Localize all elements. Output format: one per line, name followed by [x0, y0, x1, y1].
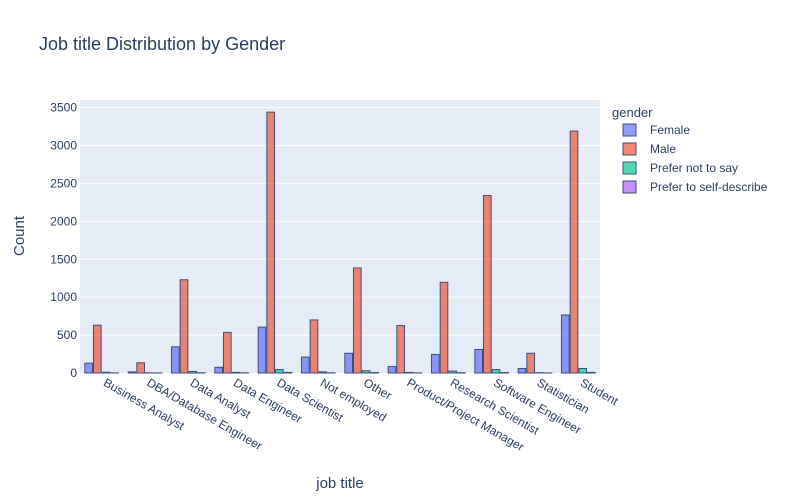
y-tick-label: 2500 [50, 176, 77, 190]
legend-entry-prefer-to-self-describe: Prefer to self-describe [650, 180, 768, 194]
bar-female-data-scientist [257, 326, 267, 374]
bar-female-data-engineer [214, 366, 223, 374]
bar-female-dba-database-engineer [127, 371, 137, 374]
bar-male-software-engineer [483, 195, 492, 374]
bar-female-research-scientist [431, 353, 440, 374]
bar-prefer-to-self-describe-student [587, 371, 596, 374]
legend: gender Female Male Prefer not to say Prefer… [612, 105, 768, 194]
y-tick-label: 1500 [50, 252, 77, 266]
bar-female-other [344, 352, 354, 374]
bar-female-statistician [517, 367, 527, 374]
y-tick-label: 3500 [50, 101, 77, 115]
bar-male-statistician [526, 352, 535, 374]
bar-prefer-not-to-say-data-engineer [231, 371, 241, 374]
y-tick-label: 0 [70, 366, 77, 380]
legend-entry-male: Male [650, 142, 676, 156]
bar-prefer-not-to-say-business-analyst [101, 371, 111, 374]
bar-male-data-engineer [223, 331, 232, 374]
bar-female-product-project-manager [387, 366, 397, 374]
legend-swatch-prefer-to-self-describe [622, 180, 637, 194]
bar-male-not-employed [309, 319, 319, 374]
bar-female-software-engineer [474, 348, 484, 374]
bar-female-business-analyst [84, 362, 94, 374]
gridlines [80, 107, 600, 336]
bar-male-research-scientist [439, 281, 449, 374]
legend-swatch-female [622, 123, 637, 137]
bar-male-data-scientist [266, 111, 276, 374]
plot-background [80, 100, 600, 373]
chart-title: Job title Distribution by Gender [39, 34, 285, 54]
bars [84, 111, 596, 374]
bar-prefer-not-to-say-research-scientist [448, 370, 458, 374]
bar-male-data-analyst [179, 279, 189, 374]
bar-female-not-employed [301, 356, 310, 374]
bar-prefer-not-to-say-product-project-manager [405, 371, 414, 374]
legend-swatch-prefer-not-to-say [622, 161, 637, 175]
bar-prefer-not-to-say-software-engineer [491, 369, 501, 374]
y-tick-label: 3000 [50, 139, 77, 153]
y-tick-label: 2000 [50, 214, 77, 228]
legend-entry-female: Female [650, 123, 690, 137]
bar-prefer-not-to-say-student [578, 367, 587, 374]
legend-title: gender [612, 105, 653, 120]
bar-male-product-project-manager [396, 325, 406, 374]
bar-female-data-analyst [171, 346, 180, 374]
legend-swatch-male [622, 142, 637, 156]
y-tick-label: 500 [57, 328, 77, 342]
legend-entry-prefer-not-to-say: Prefer not to say [650, 161, 738, 175]
x-axis-label: job title [315, 475, 364, 492]
bar-prefer-not-to-say-data-scientist [275, 369, 284, 374]
bar-male-student [569, 130, 579, 374]
bar-male-dba-database-engineer [136, 362, 145, 374]
bar-male-business-analyst [93, 324, 102, 374]
y-tick-labels: 0 500 1000 1500 2000 2500 3000 3500 [50, 101, 77, 380]
bar-prefer-not-to-say-not-employed [318, 371, 328, 374]
bar-female-student [561, 314, 570, 374]
bar-prefer-to-self-describe-data-scientist [283, 371, 293, 374]
bar-prefer-not-to-say-data-analyst [188, 370, 197, 374]
y-axis-label: Count [11, 215, 28, 256]
bar-male-other [353, 267, 362, 374]
y-tick-label: 1000 [50, 290, 77, 304]
bar-prefer-not-to-say-other [361, 370, 371, 374]
